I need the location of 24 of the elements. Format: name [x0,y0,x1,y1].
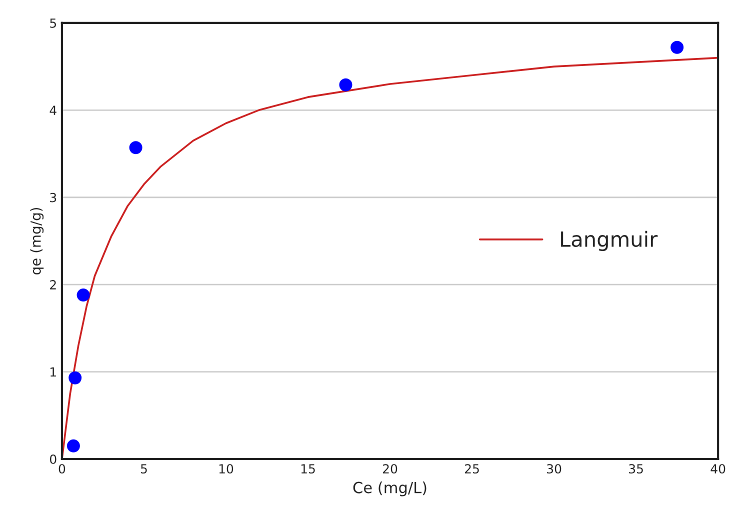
x-tick-label: 35 [629,464,643,474]
x-tick-label: 40 [710,464,726,474]
y-tick-label: 0 [50,454,56,464]
point [670,40,684,54]
x-tick-label: 25 [464,464,479,474]
x-tick-label: 15 [301,464,315,474]
x-tick-label: 0 [58,464,66,474]
x-tick-label: 30 [547,464,562,474]
x-tick-label: 10 [219,464,234,474]
x-axis-title: Ce (mg/L) [353,482,426,496]
y-axis-title: qe (mg/g) [30,208,44,274]
y-tick-label: 3 [50,192,56,202]
point [68,371,82,384]
legend-label: Langmuir [561,230,658,252]
x-tick-label: 5 [140,464,147,474]
x-tick-label: 20 [382,464,398,474]
y-tick-label: 1 [50,367,56,377]
point [76,288,90,302]
y-tick-label: 5 [50,18,56,28]
point [129,141,142,154]
point [66,439,80,452]
y-tick-label: 2 [50,280,56,290]
y-tick-label: 4 [50,106,56,115]
point [339,78,352,92]
